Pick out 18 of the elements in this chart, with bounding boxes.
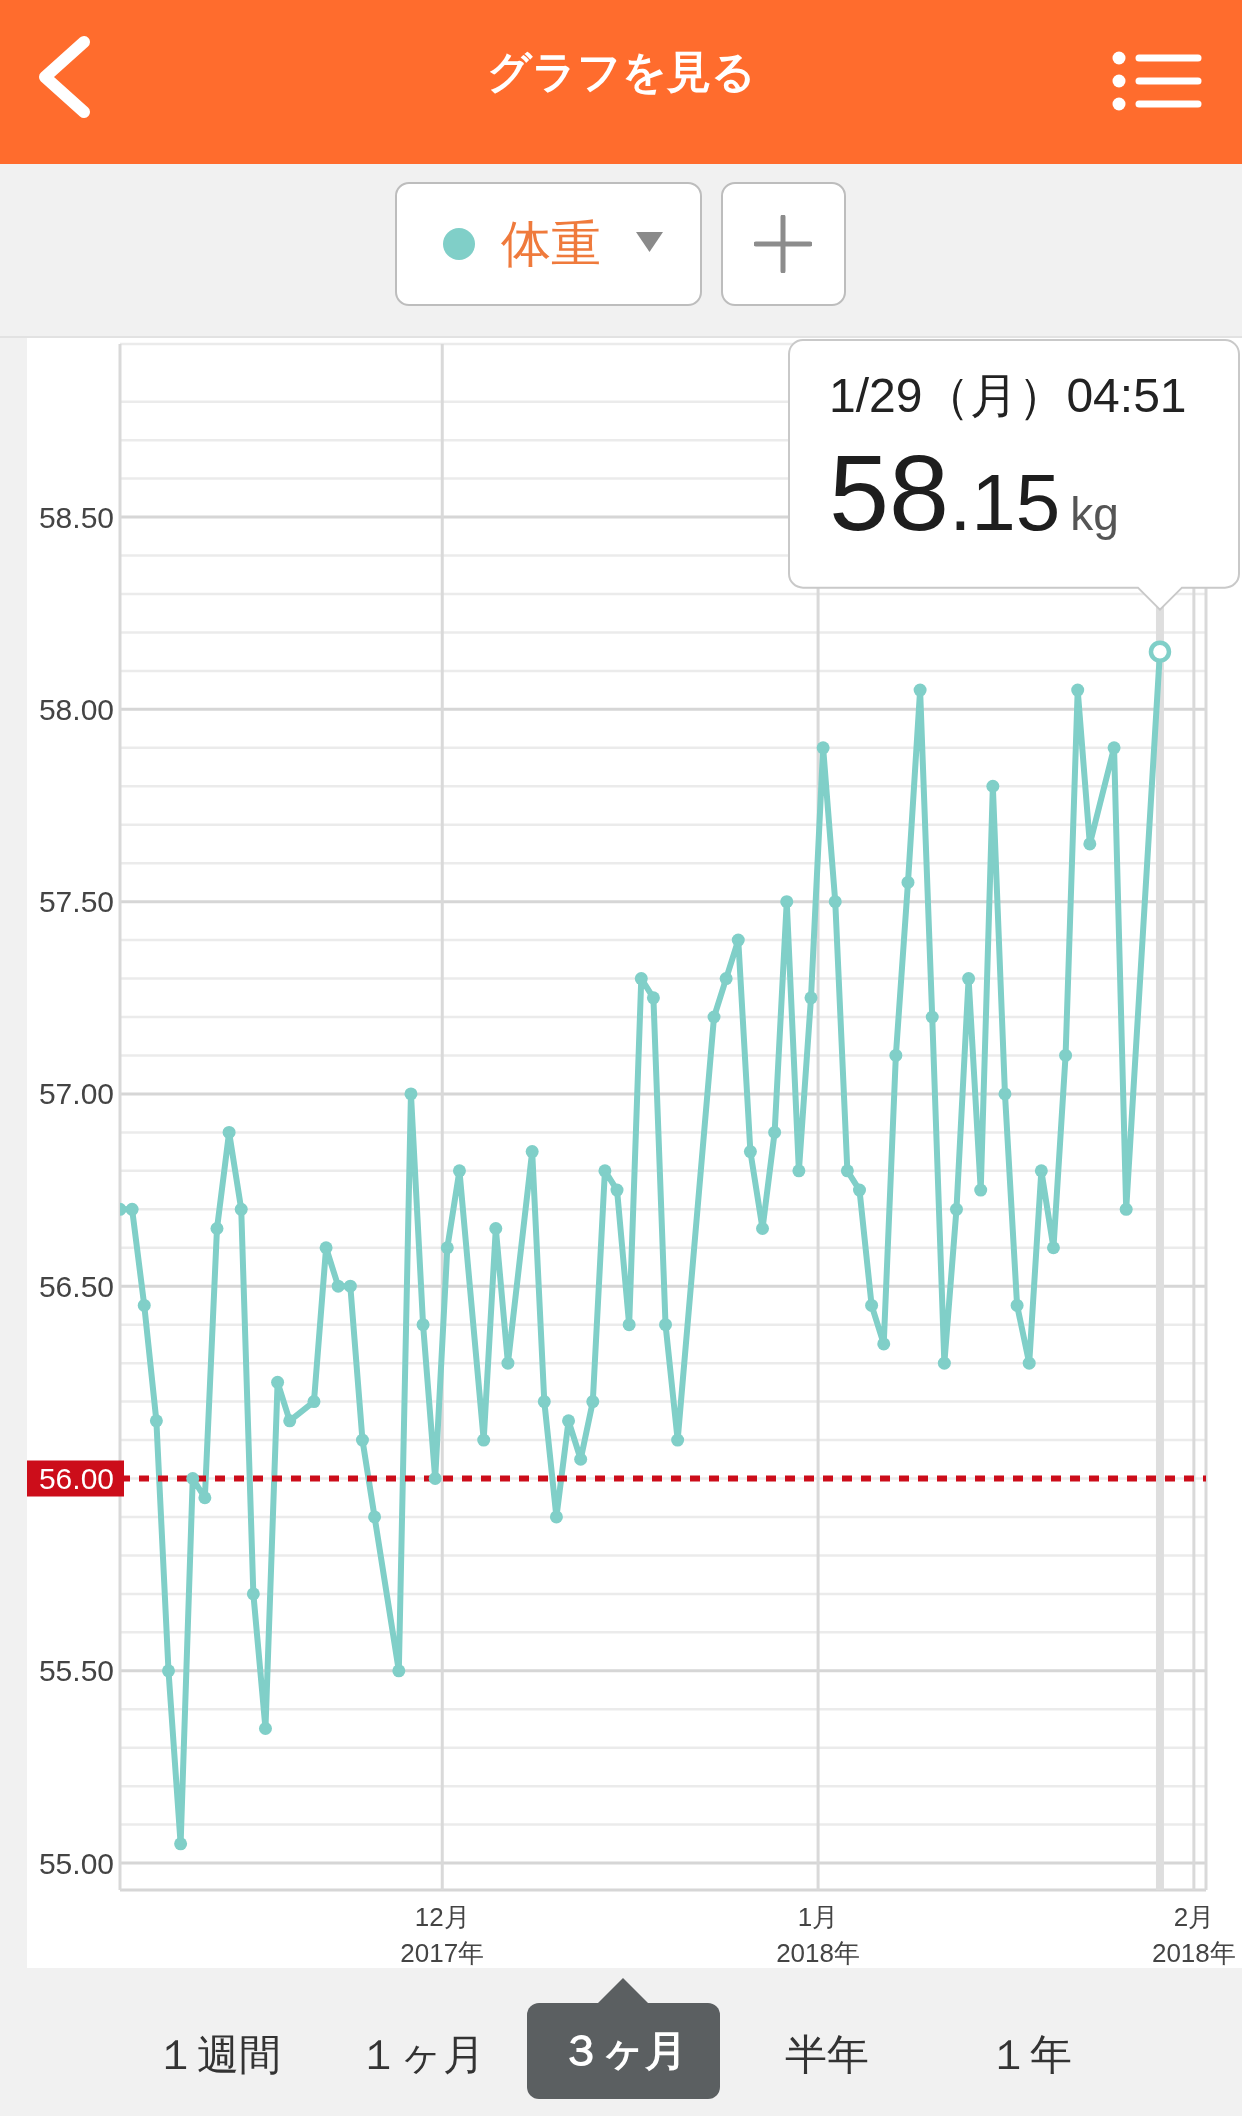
text: １ヶ月 xyxy=(357,2030,485,2080)
y-tick-label: 56.50 xyxy=(38,1269,114,1303)
x-tick-label: 2月 2018年 xyxy=(1151,1902,1236,1968)
y-tick-label: 55.50 xyxy=(38,1654,114,1688)
ref-line-label: 56.00 xyxy=(38,1462,114,1496)
x-tick-label: 12月 2017年 xyxy=(400,1902,485,1968)
y-tick-label: 57.00 xyxy=(38,1077,114,1111)
legend-label: 体重 xyxy=(501,215,601,274)
chart-title: グラフを見る xyxy=(486,46,756,98)
y-tick-label: 57.50 xyxy=(38,885,114,919)
text: １年 xyxy=(988,2030,1072,2080)
y-tick-label: 58.50 xyxy=(38,500,114,534)
text: ３ヶ月 xyxy=(560,2026,687,2076)
y-tick-label: 58.00 xyxy=(38,692,114,726)
x-tick-label: 1月 2018年 xyxy=(776,1902,860,1968)
y-tick-label: 55.00 xyxy=(38,1846,114,1880)
text: １週間 xyxy=(155,2030,281,2080)
text: 半年 xyxy=(785,2030,869,2080)
